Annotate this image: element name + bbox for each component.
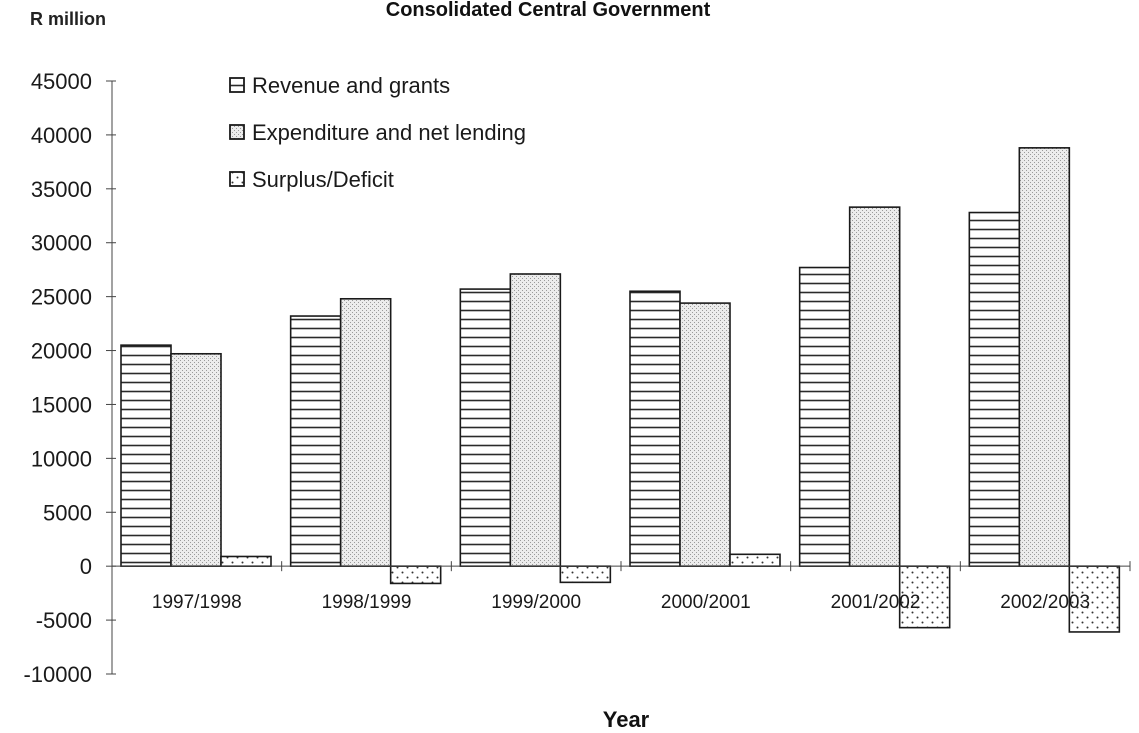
bar-dots-4 (898, 565, 951, 629)
bar-crosshatch-4 (848, 206, 901, 567)
bar-dots-3 (729, 553, 781, 567)
y-tick-label: 0 (80, 554, 92, 579)
x-axis (111, 561, 1131, 572)
y-tick-label: 10000 (31, 446, 92, 471)
legend-swatch (229, 124, 245, 140)
bar-crosshatch-1 (339, 297, 392, 567)
x-category-label: 2000/2001 (661, 592, 751, 613)
y-tick-label: 25000 (31, 285, 92, 310)
x-category-label: 1997/1998 (152, 592, 242, 613)
y-tick-label: -5000 (36, 608, 92, 633)
x-category-label: 2001/2002 (831, 592, 921, 613)
y-axis: 45000 40000 35000 30000 25000 20000 15000 10000… (23, 69, 116, 687)
x-category-label: 2002/2003 (1000, 592, 1090, 613)
bar-dots-5 (1068, 565, 1121, 633)
bar-horizontal-lines-1 (289, 315, 342, 567)
bar-horizontal-lines-5 (968, 211, 1021, 567)
bar-crosshatch-3 (679, 302, 731, 567)
x-category-label: 1999/2000 (491, 592, 581, 613)
y-unit-label: R million (30, 9, 106, 29)
bar-horizontal-lines-0 (120, 344, 172, 567)
legend: Revenue and grants Expenditure and net le… (229, 73, 526, 192)
y-tick-label: 20000 (31, 339, 92, 364)
y-tick-label: 40000 (31, 123, 92, 148)
bar-crosshatch-2 (509, 273, 562, 567)
legend-label: Expenditure and net lending (252, 120, 526, 145)
bar-dots-0 (220, 555, 272, 567)
legend-label: Surplus/Deficit (252, 167, 394, 192)
x-axis-label: Year (603, 707, 650, 732)
chart-title: Consolidated Central Government (386, 0, 711, 21)
y-tick-label: 5000 (43, 500, 92, 525)
y-tick-label: 35000 (31, 177, 92, 202)
y-tick-label: 30000 (31, 231, 92, 256)
bars (120, 147, 1121, 633)
bar-horizontal-lines-3 (629, 290, 681, 567)
x-category-label: 1998/1999 (322, 592, 412, 613)
bar-horizontal-lines-2 (459, 288, 512, 567)
category-labels: 1997/1998 1998/1999 1999/2000 2000/2001 2001… (152, 592, 1090, 613)
y-tick-label: 45000 (31, 69, 92, 94)
bar-crosshatch-5 (1018, 147, 1071, 567)
bar-dots-1 (389, 565, 442, 585)
legend-swatch (229, 77, 245, 93)
y-tick-label: -10000 (23, 662, 92, 687)
y-tick-label: 15000 (31, 392, 92, 417)
bar-horizontal-lines-4 (798, 266, 851, 567)
legend-swatch (229, 171, 245, 187)
legend-label: Revenue and grants (252, 73, 450, 98)
bar-dots-2 (559, 565, 612, 584)
bar-crosshatch-0 (170, 352, 222, 567)
